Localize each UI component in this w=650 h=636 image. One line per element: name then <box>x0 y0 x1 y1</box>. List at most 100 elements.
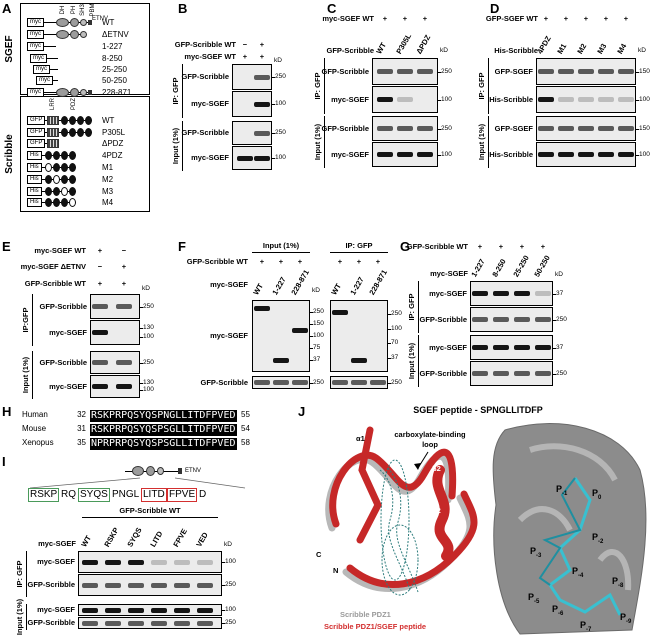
band <box>151 559 167 565</box>
condition-value: + <box>402 14 408 23</box>
tag: myc <box>30 54 47 63</box>
condition-value: − <box>97 262 103 271</box>
kd-label: kD <box>638 47 646 54</box>
group-title: SGEF <box>4 35 15 63</box>
marker-label: 250 <box>143 358 154 366</box>
marker-tick <box>388 328 391 330</box>
band <box>397 152 413 157</box>
tag: GFP <box>27 139 46 148</box>
band <box>105 582 121 588</box>
band <box>174 559 190 565</box>
pdz-domain <box>45 187 52 196</box>
marker-tick <box>272 133 275 134</box>
band <box>351 380 367 385</box>
header: GFP-Scribble WT <box>119 506 181 515</box>
condition-value: + <box>382 14 388 23</box>
pocket-subscript: -7 <box>586 627 592 633</box>
marker-label: 250 <box>225 581 236 588</box>
domain <box>70 18 79 27</box>
peptide-sticks <box>538 477 582 586</box>
band <box>237 155 253 161</box>
band <box>174 620 190 626</box>
band <box>535 371 551 376</box>
band <box>151 620 167 626</box>
structure-label: C <box>316 550 322 559</box>
column-title: myc-SGEF <box>430 269 468 278</box>
section-bracket <box>32 294 33 346</box>
pocket-label: P <box>620 612 627 622</box>
domain <box>56 18 69 27</box>
column-title: His-Scribble <box>494 46 538 55</box>
band <box>417 69 433 74</box>
band <box>116 384 132 389</box>
band <box>558 126 574 131</box>
pdz-domain <box>61 128 68 137</box>
marker-tick <box>438 128 441 130</box>
band <box>197 582 213 588</box>
marker-tick <box>553 347 556 349</box>
row-label: GFP-Scribble <box>200 377 248 387</box>
band <box>535 317 551 322</box>
pdz-domain <box>69 175 76 184</box>
marker-label: 100 <box>313 332 324 339</box>
marker-tick <box>310 312 313 313</box>
marker-tick <box>272 158 275 159</box>
band <box>598 152 614 157</box>
zoom-line <box>174 477 246 489</box>
construct-name: 25-250 <box>102 65 127 74</box>
marker-tick <box>272 104 275 105</box>
condition-value: + <box>259 257 265 266</box>
pdz-domain <box>53 187 60 196</box>
section-bracket <box>32 351 33 399</box>
band <box>514 291 530 296</box>
band <box>535 291 551 296</box>
band <box>535 345 551 350</box>
marker-label: 250 <box>313 378 324 386</box>
lrr-domain <box>47 139 59 148</box>
pocket-label: P <box>592 488 599 498</box>
pdz-domain <box>53 163 60 172</box>
row-label: myc-SGEF <box>49 327 87 337</box>
marker-label: 150 <box>639 124 650 132</box>
marker-tick <box>636 71 639 73</box>
band <box>128 582 144 588</box>
section-label: Input (1%) <box>407 342 416 380</box>
condition-value: + <box>583 14 589 23</box>
row-label: GFP-SGEF <box>494 123 533 133</box>
start-number: 35 <box>77 438 86 447</box>
marker-tick <box>636 99 639 101</box>
band <box>116 304 132 309</box>
sequence-segment: RQ <box>61 489 76 500</box>
row-label: myc-SGEF <box>49 381 87 391</box>
pdz-domain <box>53 175 60 184</box>
construct-name: 228-871 <box>102 88 132 97</box>
row-label: GFP-SGEF <box>494 66 533 76</box>
condition-value: − <box>242 40 248 49</box>
condition-value: + <box>477 242 483 251</box>
domain <box>146 466 155 476</box>
tag: GFP <box>27 128 46 137</box>
domain <box>56 30 69 39</box>
row-label: GFP-Scribble <box>321 123 369 133</box>
marker-tick <box>140 382 143 384</box>
domain-label: SH3 <box>80 4 86 16</box>
row-label: myc-SGEF <box>210 331 248 340</box>
marker-tick <box>140 306 143 308</box>
pdz-domain <box>61 116 68 125</box>
panel-label: G <box>400 239 411 254</box>
group-label: IP: GFP <box>345 241 373 250</box>
marker-label: 250 <box>556 369 567 377</box>
domain <box>80 19 87 26</box>
tag: His <box>27 198 42 207</box>
construct-name: ΔPDZ <box>102 139 124 148</box>
band <box>377 152 393 157</box>
row-label: His-Scribble <box>489 94 533 104</box>
marker-tick <box>438 71 441 73</box>
band <box>538 97 554 102</box>
tag: myc <box>36 76 53 85</box>
section-label: Input (1%) <box>21 356 30 394</box>
marker-label: 250 <box>275 73 286 80</box>
condition-value: + <box>422 14 428 23</box>
domain <box>56 88 69 97</box>
condition-value: + <box>563 14 569 23</box>
